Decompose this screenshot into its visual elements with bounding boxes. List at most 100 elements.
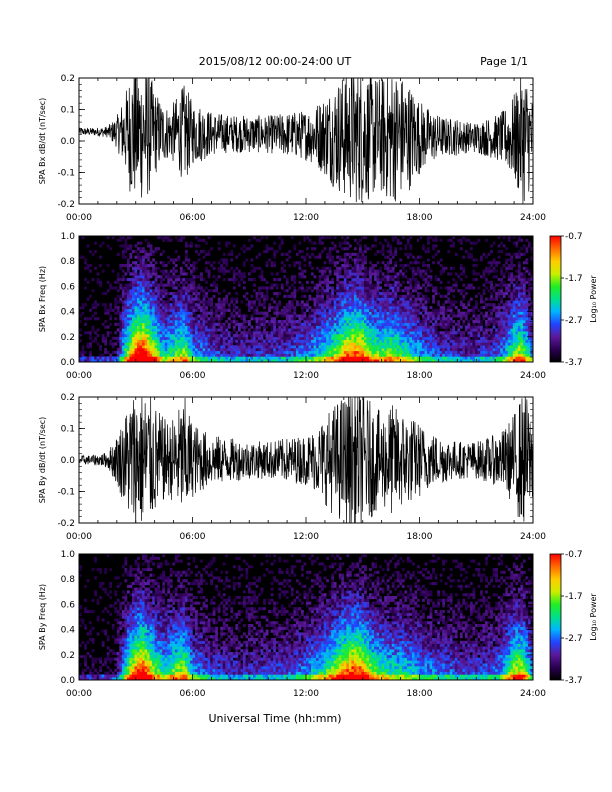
spectrogram-cell (474, 328, 478, 332)
spectrogram-cell (356, 317, 360, 321)
spectrogram-cell (356, 350, 360, 354)
spectrogram-cell (149, 283, 153, 287)
spectrogram-cell (492, 322, 496, 326)
spectrogram-cell (321, 339, 324, 343)
spectrogram-cell (147, 272, 150, 276)
spectrogram-cell (121, 278, 125, 282)
spectrogram-cell (497, 283, 501, 287)
spectrogram-cell (346, 297, 350, 301)
spectrogram-cell (174, 359, 178, 363)
spectrogram-cell (174, 275, 178, 279)
spectrogram-cell (207, 342, 211, 346)
spectrogram-cell (142, 289, 145, 293)
spectrogram-cell (212, 306, 216, 310)
spectrogram-cell (490, 356, 493, 360)
spectrogram-cell (283, 311, 287, 315)
spectrogram-cell (495, 297, 498, 301)
spectrogram-cell (86, 345, 90, 349)
spectrogram-cell (331, 336, 335, 340)
spectrogram-cell (205, 294, 208, 298)
spectrogram-cell (230, 266, 234, 270)
spectrogram-cell (313, 311, 317, 315)
spectrogram-cell (268, 350, 271, 354)
spectrogram-cell (444, 353, 448, 357)
spectrogram-cell (343, 356, 347, 360)
spectrogram-cell (480, 322, 483, 326)
spectrogram-cell (285, 303, 289, 307)
spectrogram-cell (399, 294, 403, 298)
spectrogram-cell (469, 297, 473, 301)
spectrogram-cell (260, 292, 264, 296)
spectrogram-cell (159, 356, 163, 360)
spectrogram-cell (270, 322, 274, 326)
spectrogram-cell (313, 350, 317, 354)
spectrogram-cell (152, 350, 155, 354)
spectrogram-cell (406, 342, 410, 346)
spectrogram-cell (197, 244, 201, 248)
spectrogram-cell (477, 359, 481, 363)
spectrogram-cell (321, 236, 324, 240)
spectrogram-cell (422, 322, 425, 326)
spectrogram-cell (444, 345, 448, 349)
spectrogram-cell (124, 314, 128, 318)
spectrogram-cell (311, 350, 314, 354)
spectrogram-cell (449, 244, 453, 248)
spectrogram-cell (391, 252, 395, 256)
spectrogram-cell (467, 331, 471, 335)
spectrogram-cell (134, 289, 138, 293)
spectrogram-cell (177, 275, 181, 279)
spectrogram-cell (157, 359, 161, 363)
spectrogram-cell (424, 250, 428, 254)
spectrogram-cell (399, 317, 403, 321)
spectrogram-cell (116, 359, 120, 363)
spectrogram-cell (474, 331, 478, 335)
spectrogram-cell (283, 342, 287, 346)
spectrogram-cell (321, 250, 324, 254)
spectrogram-cell (391, 356, 395, 360)
spectrogram-cell (177, 339, 181, 343)
spectrogram-cell (432, 300, 435, 304)
spectrogram-cell (361, 266, 365, 270)
spectrogram-cell (348, 252, 352, 256)
spectrogram-cell (126, 294, 130, 298)
spectrogram-cell (411, 325, 415, 329)
spectrogram-cell (293, 350, 297, 354)
spectrogram-cell (197, 320, 201, 324)
spectrogram-cell (260, 342, 264, 346)
spectrogram-cell (384, 328, 388, 332)
spectrogram-cell (346, 317, 350, 321)
spectrogram-cell (414, 280, 418, 284)
spectrogram-cell (376, 306, 380, 310)
spectrogram-cell (447, 272, 451, 276)
spectrogram-cell (129, 306, 133, 310)
spectrogram-cell (81, 303, 85, 307)
spectrogram-cell (152, 308, 155, 312)
spectrogram-cell (298, 264, 302, 268)
spectrogram-cell (258, 328, 261, 332)
spectrogram-cell (202, 359, 206, 363)
spectrogram-cell (230, 297, 234, 301)
spectrogram-cell (356, 322, 360, 326)
spectrogram-cell (270, 297, 274, 301)
spectrogram-cell (169, 306, 173, 310)
spectrogram-cell (121, 306, 125, 310)
spectrogram-cell (391, 322, 395, 326)
spectrogram-cell (346, 252, 350, 256)
spectrogram-cell (447, 306, 451, 310)
spectrogram-cell (137, 308, 140, 312)
spectrogram-cell (414, 272, 418, 276)
spectrogram-cell (507, 328, 511, 332)
spectrogram-cell (343, 303, 347, 307)
spectrogram-cell (311, 297, 314, 301)
spectrogram-cell (270, 328, 274, 332)
spectrogram-cell (134, 303, 138, 307)
spectrogram-cell (474, 314, 478, 318)
spectrogram-cell (157, 294, 161, 298)
spectrogram-cell (172, 306, 176, 310)
spectrogram-cell (142, 292, 145, 296)
spectrogram-cell (290, 322, 294, 326)
spectrogram-cell (205, 306, 208, 310)
spectrogram-cell (197, 300, 201, 304)
spectrogram-cell (311, 336, 314, 340)
spectrogram-cell (394, 314, 398, 318)
